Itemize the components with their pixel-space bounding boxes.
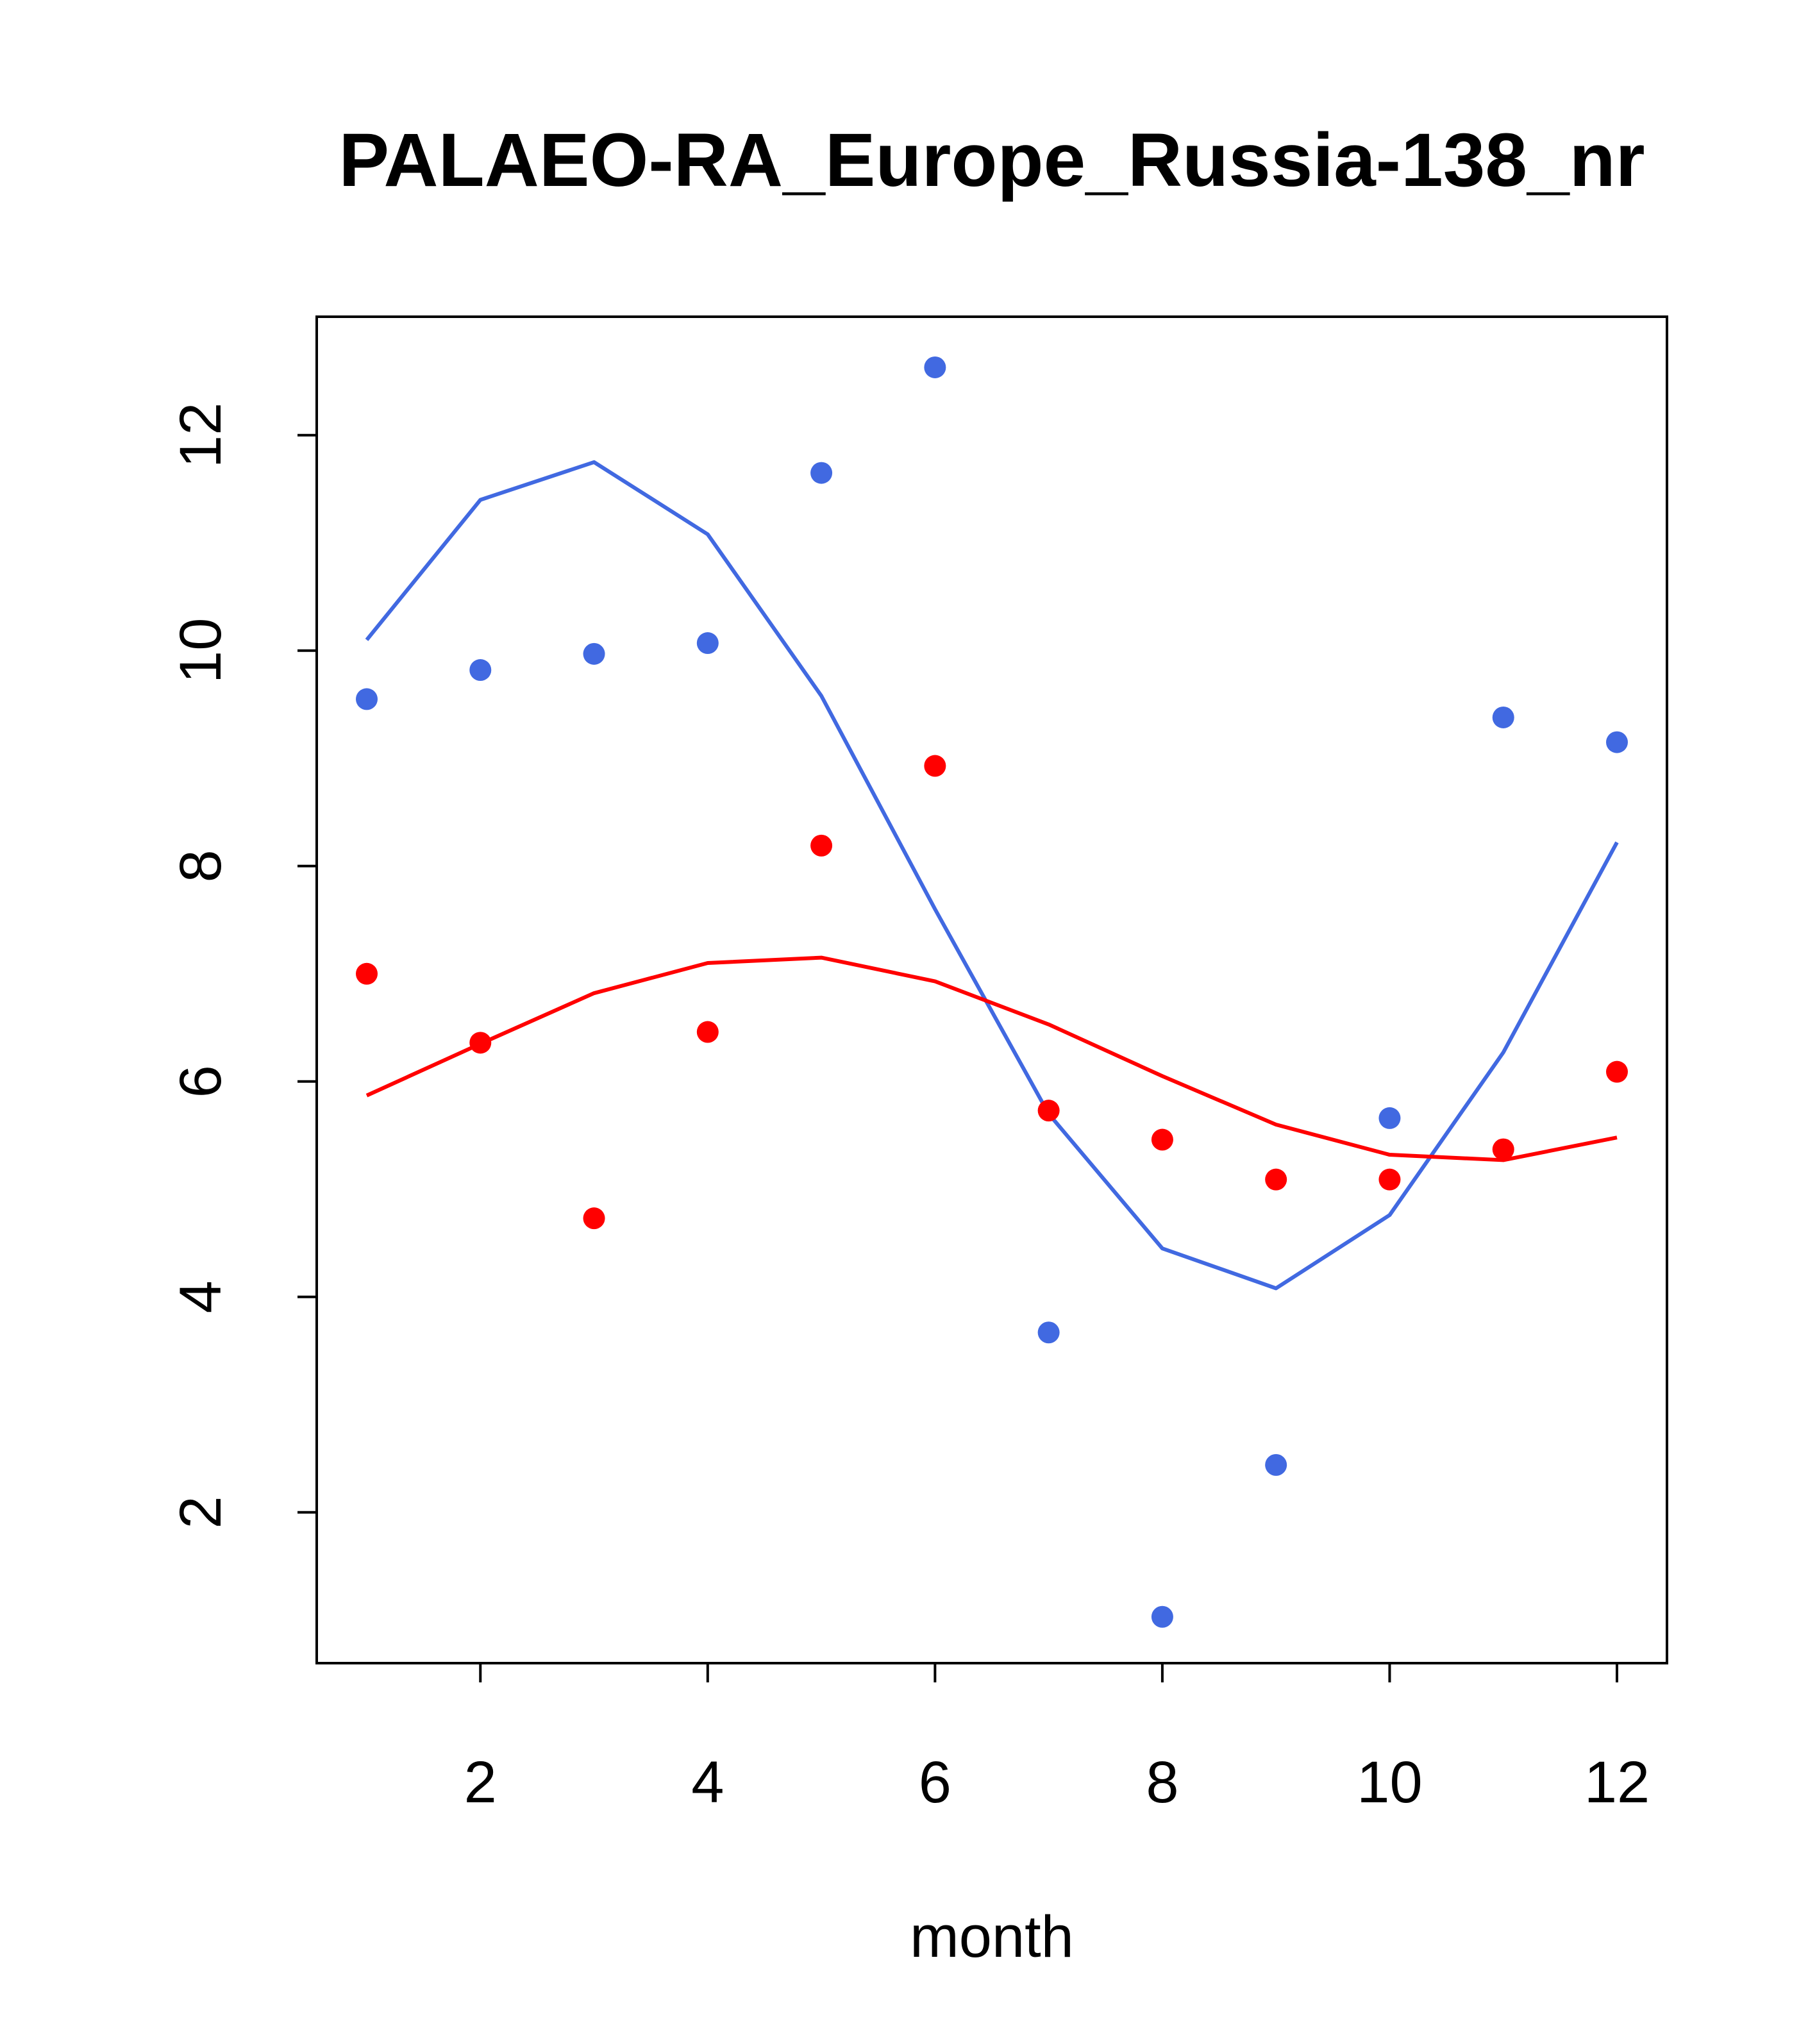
series-2-point-8 [1151,1128,1173,1151]
series-2-point-10 [1378,1168,1401,1191]
series-0-point-2 [469,659,492,682]
y-tick-label-2: 2 [168,1496,233,1529]
series-0-point-12 [1606,731,1628,753]
x-tick-label-8: 8 [1146,1750,1178,1815]
series-0-point-10 [1378,1107,1401,1129]
series-2-point-7 [1037,1100,1060,1122]
y-tick-label-12: 12 [168,403,233,468]
x-tick-label-4: 4 [691,1750,724,1815]
series-0-point-8 [1151,1605,1173,1628]
y-tick-label-6: 6 [168,1065,233,1098]
x-tick-label-10: 10 [1357,1750,1422,1815]
y-axis: 2 4 6 8 10 12 [168,403,317,1529]
series-0-point-11 [1492,706,1514,728]
series-2-point-11 [1492,1138,1514,1160]
series-2-point-1 [356,962,378,985]
series-0-point-1 [356,688,378,710]
series-0-point-5 [810,462,833,484]
series-line-1 [365,460,1619,1291]
series-0-point-3 [583,642,605,665]
series-0-point-9 [1265,1453,1287,1476]
series-2-point-6 [924,755,946,777]
chart-title: PALAEO-RA_Europe_Russia-138_nr [339,118,1645,203]
series-line-3 [365,955,1618,1162]
y-tick-label-4: 4 [168,1280,233,1313]
series-2-point-5 [810,834,833,857]
x-tick-label-12: 12 [1584,1750,1650,1815]
x-tick-label-2: 2 [464,1750,497,1815]
x-tick-label-6: 6 [919,1750,951,1815]
y-tick-label-8: 8 [168,850,233,882]
series-lines [365,460,1619,1291]
x-axis-label: month [910,1904,1074,1970]
x-axis: 2 4 6 8 10 12 [464,1663,1650,1815]
series-2-point-4 [696,1021,719,1043]
series-0-point-6 [924,356,946,378]
series-points [356,356,1628,1628]
plot-frame [315,315,1668,1664]
series-0-point-7 [1037,1321,1060,1344]
series-2-point-9 [1265,1168,1287,1191]
series-2-point-2 [469,1032,492,1054]
series-2-point-3 [583,1207,605,1230]
series-2-point-12 [1606,1060,1628,1083]
series-0-point-4 [696,632,719,655]
y-tick-label-10: 10 [168,618,233,683]
